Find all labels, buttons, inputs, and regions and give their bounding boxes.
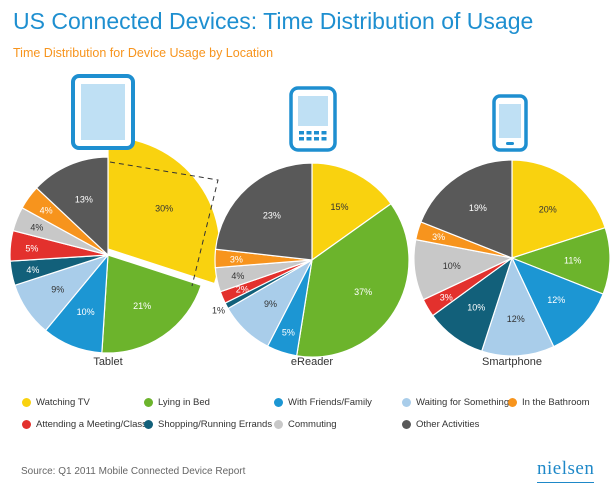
slice-label: 5% (282, 327, 295, 337)
slice-label: 13% (75, 195, 93, 205)
legend-item-in-the-bathroom: In the Bathroom (508, 397, 590, 408)
legend-label: Attending a Meeting/Class (36, 419, 147, 430)
slice-label: 3% (432, 232, 445, 242)
slice-tablet-other-activities (35, 156, 109, 257)
slice-label: 21% (133, 301, 151, 311)
pie-name-smartphone: Smartphone (482, 356, 542, 368)
chart-title: US Connected Devices: Time Distribution … (13, 8, 534, 34)
legend-swatch (22, 420, 31, 429)
legend-item-watching-tv: Watching TV (22, 397, 90, 408)
legend-swatch (274, 398, 283, 407)
zoom-dash-line (109, 161, 219, 287)
legend-label: Lying in Bed (158, 397, 210, 408)
slice-label: 10% (467, 303, 485, 313)
slice-label: 4% (40, 206, 53, 216)
tablet-icon (71, 74, 135, 150)
slice-tablet-lying-in-bed (101, 254, 202, 354)
slice-label: 3% (440, 292, 453, 302)
legend-item-shopping-running-errands: Shopping/Running Errands (144, 419, 272, 430)
legend-swatch (402, 398, 411, 407)
slice-label: 9% (51, 285, 64, 295)
slice-label: 19% (469, 203, 487, 213)
legend-label: With Friends/Family (288, 397, 372, 408)
slice-label: 20% (539, 204, 557, 214)
legend-label: Shopping/Running Errands (158, 419, 273, 430)
slice-ereader-lying-in-bed (295, 202, 410, 358)
slice-label: 5% (25, 243, 38, 253)
slice-label: 11% (564, 255, 581, 265)
legend-label: In the Bathroom (522, 397, 590, 408)
legend-label: Other Activities (416, 419, 480, 430)
slice-ereader-other-activities (214, 162, 313, 261)
pie-smartphone: 20% 11% 12% 12% 10% 3% 10% 3% 19% (413, 159, 611, 357)
pie-charts: 30% 21% 10% 9% 4% 5% 4% 4% 13% Tablet 15% 37% 5% 9% 1%… (9, 74, 611, 368)
legend-item-attending-a-meeting-class: Attending a Meeting/Class (22, 419, 147, 430)
legend-label: Waiting for Something (416, 397, 510, 408)
legend-swatch (22, 398, 31, 407)
chart-subtitle: Time Distribution for Device Usage by Lo… (13, 46, 274, 60)
slice-label: 12% (507, 314, 525, 324)
legend-item-other-activities: Other Activities (402, 419, 479, 430)
slice-smartphone-with-friends-family (510, 256, 604, 348)
slice-smartphone-watching-tv (511, 159, 606, 259)
legend-item-with-friends-family: With Friends/Family (274, 397, 372, 408)
ereader-icon (289, 86, 337, 152)
pie-tablet: 30% 21% 10% 9% 4% 5% 4% 4% 13% (9, 136, 221, 354)
legend-item-commuting: Commuting (274, 419, 337, 430)
slice-label: 1% (212, 306, 225, 316)
slice-label: 12% (547, 295, 565, 305)
slice-smartphone-lying-in-bed (510, 226, 611, 295)
legend-item-waiting-for-something: Waiting for Something (402, 397, 509, 408)
slice-label: 3% (230, 254, 243, 264)
slice-ereader-watching-tv (311, 162, 392, 262)
pie-name-tablet: Tablet (93, 356, 122, 368)
legend-swatch (144, 398, 153, 407)
legend-swatch (274, 420, 283, 429)
slice-smartphone-other-activities (420, 159, 513, 259)
legend-swatch (144, 420, 153, 429)
legend-label: Watching TV (36, 397, 90, 408)
smartphone-icon (492, 94, 528, 152)
nielsen-logo: nielsen (537, 458, 595, 483)
legend-swatch (508, 398, 517, 407)
pie-name-ereader: eReader (291, 356, 334, 368)
slice-label: 4% (231, 271, 244, 281)
slice-label: 37% (354, 287, 372, 297)
slice-label: 9% (264, 299, 277, 309)
slice-label: 4% (30, 222, 43, 232)
legend-swatch (402, 420, 411, 429)
legend-item-lying-in-bed: Lying in Bed (144, 397, 210, 408)
slice-label: 30% (155, 204, 173, 214)
slice-smartphone-waiting-for-something (480, 256, 555, 357)
legend-label: Commuting (288, 419, 337, 430)
source-note: Source: Q1 2011 Mobile Connected Device … (21, 466, 246, 477)
slice-label: 2% (236, 285, 249, 295)
slice-label: 10% (443, 261, 461, 271)
slice-label: 10% (77, 307, 95, 317)
slice-label: 15% (331, 202, 349, 212)
pie-ereader: 15% 37% 5% 9% 1% 2% 4% 3% 23% (212, 162, 410, 358)
slice-label: 23% (263, 211, 281, 221)
slice-label: 4% (26, 265, 39, 275)
